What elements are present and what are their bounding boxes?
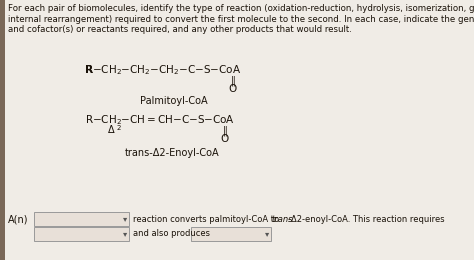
- Text: ▾: ▾: [123, 230, 127, 238]
- Text: For each pair of biomolecules, identify the type of reaction (oxidation-reductio: For each pair of biomolecules, identify …: [8, 4, 474, 13]
- Text: Palmitoyl-CoA: Palmitoyl-CoA: [140, 96, 208, 106]
- Text: internal rearrangement) required to convert the first molecule to the second. In: internal rearrangement) required to conv…: [8, 15, 474, 23]
- Text: and cofactor(s) or reactants required, and any other products that would result.: and cofactor(s) or reactants required, a…: [8, 25, 352, 34]
- Text: ‖: ‖: [223, 126, 228, 136]
- Text: -Δ2-enoyl-CoA. This reaction requires: -Δ2-enoyl-CoA. This reaction requires: [288, 214, 445, 224]
- Text: ‖: ‖: [230, 76, 236, 87]
- Text: O: O: [229, 84, 237, 94]
- Bar: [34, 212, 129, 226]
- Text: ▾: ▾: [265, 230, 269, 238]
- Text: trans-Δ2-Enoyl-CoA: trans-Δ2-Enoyl-CoA: [125, 148, 219, 158]
- Text: ▾: ▾: [123, 214, 127, 224]
- Text: R$-$CH$_2$$-$CH$_2$$-$CH$_2$$-$C$-$S$-$CoA: R$-$CH$_2$$-$CH$_2$$-$CH$_2$$-$C$-$S$-$C…: [85, 63, 241, 77]
- Text: A(n): A(n): [8, 214, 28, 224]
- Text: Δ: Δ: [108, 125, 114, 135]
- Text: reaction converts palmitoyl-CoA to: reaction converts palmitoyl-CoA to: [133, 214, 282, 224]
- Text: R$-$CH$_2$$-$CH$=$CH$-$C$-$S$-$CoA: R$-$CH$_2$$-$CH$=$CH$-$C$-$S$-$CoA: [85, 113, 235, 127]
- Bar: [34, 227, 129, 241]
- Text: and also produces: and also produces: [133, 230, 210, 238]
- Text: trans: trans: [271, 214, 292, 224]
- Bar: [191, 227, 271, 241]
- Text: R: R: [85, 65, 93, 75]
- Bar: [0, 0, 5, 260]
- Text: O: O: [221, 134, 229, 144]
- Text: 2: 2: [117, 125, 121, 131]
